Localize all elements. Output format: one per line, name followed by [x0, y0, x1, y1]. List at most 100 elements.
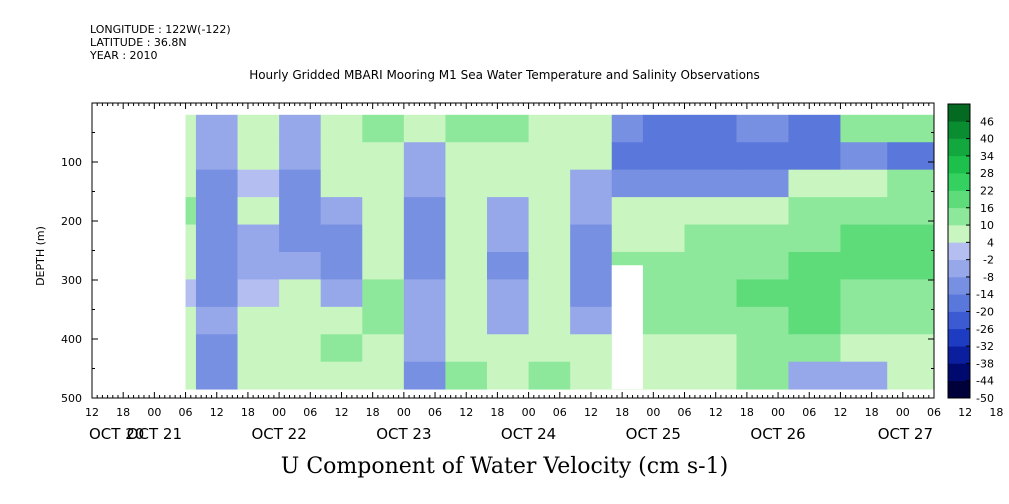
heatmap-cell — [788, 142, 841, 171]
year-label: YEAR : 2010 — [90, 49, 158, 62]
x-tick-label: 00 — [646, 406, 660, 419]
x-tick-label: 06 — [678, 406, 692, 419]
heatmap-cell — [403, 169, 446, 198]
heatmap-cell — [403, 251, 446, 280]
heatmap-cell — [642, 169, 685, 198]
heatmap-cell — [279, 306, 322, 335]
heatmap-cell — [195, 114, 238, 143]
heatmap-cell — [237, 224, 280, 253]
heatmap-cell — [570, 197, 613, 225]
heatmap-cell — [611, 224, 644, 253]
heatmap-cell — [642, 251, 685, 280]
heatmap-cell — [403, 224, 446, 253]
missing-data-region — [611, 265, 643, 390]
heatmap-cell — [403, 279, 446, 308]
heatmap-cell — [840, 251, 888, 280]
heatmap-cell — [611, 142, 644, 171]
y-tick-label: 500 — [61, 392, 82, 405]
heatmap-cell — [320, 306, 363, 335]
heatmap-cell — [185, 251, 197, 280]
heatmap-cell — [642, 306, 685, 335]
colorbar-swatch — [948, 311, 970, 330]
colorbar-label: -20 — [976, 306, 994, 319]
heatmap-cell — [195, 361, 238, 390]
heatmap-cell — [185, 306, 197, 335]
y-tick-label: 100 — [61, 156, 82, 169]
heatmap-cell — [487, 334, 529, 363]
heatmap-cell — [887, 279, 935, 308]
y-tick-label: 200 — [61, 215, 82, 228]
heatmap-cell — [445, 169, 488, 198]
heatmap-cell — [887, 142, 935, 171]
heatmap-cell — [403, 334, 446, 363]
heatmap-cell — [487, 306, 529, 335]
heatmap-cell — [445, 142, 488, 171]
heatmap-cell — [840, 334, 888, 363]
colorbar-label: -44 — [976, 375, 994, 388]
colorbar-swatch — [948, 346, 970, 364]
heatmap-cell — [279, 224, 322, 253]
colorbar-label: -14 — [976, 288, 994, 301]
heatmap-cell — [642, 334, 685, 363]
latitude-label: LATITUDE : 36.8N — [90, 36, 187, 49]
heatmap-cell — [362, 169, 405, 198]
colorbar-swatch — [948, 242, 970, 260]
heatmap-cell — [403, 142, 446, 171]
heatmap-cell — [185, 361, 197, 390]
heatmap-cell — [736, 306, 789, 335]
heatmap-cell — [887, 197, 935, 225]
heatmap-cell — [185, 279, 197, 308]
heatmap-cell — [445, 224, 488, 253]
heatmap-cell — [403, 114, 446, 143]
colorbar-label: -2 — [983, 254, 994, 267]
colorbar-label: 46 — [980, 115, 994, 128]
heatmap-cell — [528, 251, 571, 280]
x-tick-label: 00 — [272, 406, 286, 419]
colorbar-label: -26 — [976, 323, 994, 336]
heatmap-cell — [185, 169, 197, 198]
heatmap-field — [185, 114, 935, 390]
heatmap-cell — [736, 279, 789, 308]
heatmap-cell — [736, 361, 789, 390]
x-day-label: OCT 26 — [750, 425, 805, 443]
heatmap-cell — [362, 224, 405, 253]
heatmap-cell — [528, 306, 571, 335]
colorbar-swatch — [948, 328, 970, 347]
heatmap-cell — [279, 361, 322, 390]
heatmap-cell — [788, 169, 841, 198]
y-axis-ticks: 100 200 300 400 500 — [61, 102, 934, 405]
heatmap-cell — [528, 169, 571, 198]
colorbar-label: 4 — [987, 236, 994, 249]
heatmap-cell — [840, 169, 888, 198]
colorbar-swatch — [948, 138, 970, 157]
x-tick-label: 06 — [553, 406, 567, 419]
heatmap-cell — [362, 251, 405, 280]
heatmap-cell — [736, 251, 789, 280]
heatmap-cell — [185, 114, 197, 143]
longitude-label: LONGITUDE : 122W(-122) — [90, 23, 231, 36]
heatmap-cell — [642, 142, 685, 171]
heatmap-cell — [445, 251, 488, 280]
x-tick-label: 12 — [459, 406, 473, 419]
heatmap-cell — [788, 279, 841, 308]
x-tick-label: 12 — [334, 406, 348, 419]
heatmap-cell — [840, 306, 888, 335]
colorbar-label: 28 — [980, 167, 994, 180]
heatmap-cell — [320, 251, 363, 280]
heatmap-cell — [570, 224, 613, 253]
heatmap-cell — [445, 197, 488, 225]
heatmap-cell — [528, 142, 571, 171]
heatmap-cell — [684, 251, 737, 280]
heatmap-cell — [570, 169, 613, 198]
heatmap-cell — [487, 169, 529, 198]
heatmap-cell — [642, 224, 685, 253]
colorbar-swatch — [948, 259, 970, 278]
x-tick-label: 00 — [771, 406, 785, 419]
heatmap-cell — [320, 114, 363, 143]
x-tick-label: 18 — [116, 406, 130, 419]
colorbar-swatch — [948, 380, 970, 399]
heatmap-cell — [570, 361, 613, 390]
heatmap-cell — [320, 224, 363, 253]
x-day-label: OCT 24 — [501, 425, 556, 443]
